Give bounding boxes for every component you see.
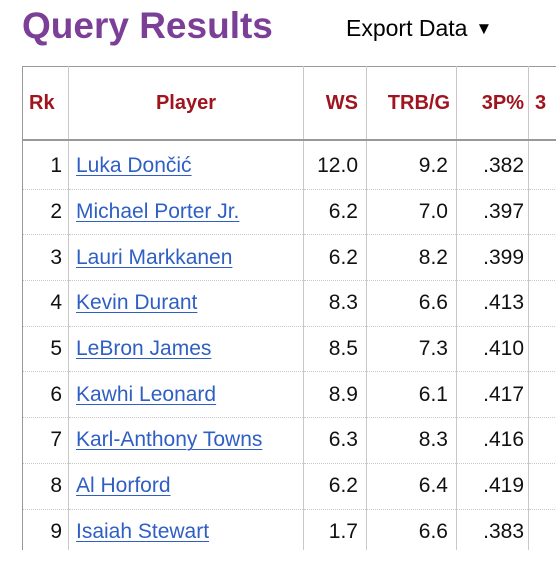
truncated-cell	[528, 326, 556, 373]
trb-cell: 6.1	[366, 371, 457, 419]
table-row: 8 Al Horford 6.2 6.4 .419	[22, 463, 556, 510]
truncated-cell	[528, 509, 556, 550]
table-header-row: Rk Player WS TRB/G 3P% 3	[22, 66, 556, 141]
column-header-3p-pct[interactable]: 3P%	[456, 66, 529, 141]
page-header: Query Results Export Data ▼	[22, 0, 556, 60]
table-row: 9 Isaiah Stewart 1.7 6.6 .383	[22, 509, 556, 550]
player-cell: Karl-Anthony Towns	[68, 417, 304, 464]
rank-cell: 9	[22, 509, 69, 550]
player-link[interactable]: Michael Porter Jr.	[76, 200, 240, 224]
trb-cell: 7.0	[366, 189, 457, 236]
3p-pct-cell: .416	[456, 417, 529, 464]
trb-cell: 6.4	[366, 463, 457, 510]
truncated-cell	[528, 140, 556, 190]
rank-cell: 5	[22, 326, 69, 373]
ws-cell: 6.2	[303, 234, 367, 282]
column-header-3-truncated[interactable]: 3	[528, 66, 556, 141]
rank-cell: 6	[22, 371, 69, 419]
rank-cell: 8	[22, 463, 69, 510]
truncated-cell	[528, 280, 556, 327]
ws-cell: 8.3	[303, 280, 367, 327]
trb-cell: 6.6	[366, 509, 457, 550]
ws-cell: 8.5	[303, 326, 367, 373]
3p-pct-cell: .419	[456, 463, 529, 510]
truncated-cell	[528, 371, 556, 419]
caret-down-icon: ▼	[475, 19, 493, 38]
table-row: 6 Kawhi Leonard 8.9 6.1 .417	[22, 371, 556, 419]
table-row: 7 Karl-Anthony Towns 6.3 8.3 .416	[22, 417, 556, 464]
player-cell: Al Horford	[68, 463, 304, 510]
player-link[interactable]: LeBron James	[76, 337, 212, 361]
truncated-cell	[528, 417, 556, 464]
rank-cell: 1	[22, 140, 69, 190]
player-link[interactable]: Lauri Markkanen	[76, 245, 233, 269]
3p-pct-cell: .399	[456, 234, 529, 282]
column-header-player[interactable]: Player	[68, 66, 304, 141]
results-table: Rk Player WS TRB/G 3P% 3 1 Luka Dončić 1…	[22, 66, 556, 550]
truncated-cell	[528, 234, 556, 282]
ws-cell: 8.9	[303, 371, 367, 419]
player-cell: Luka Dončić	[68, 140, 304, 190]
player-link[interactable]: Karl-Anthony Towns	[76, 428, 263, 452]
trb-cell: 9.2	[366, 140, 457, 190]
table-body: 1 Luka Dončić 12.0 9.2 .382 2 Michael Po…	[22, 140, 556, 550]
player-cell: Lauri Markkanen	[68, 234, 304, 282]
export-data-dropdown[interactable]: Export Data ▼	[346, 14, 492, 43]
column-header-trb-per-game[interactable]: TRB/G	[366, 66, 457, 141]
player-link[interactable]: Kevin Durant	[76, 291, 198, 315]
trb-cell: 8.2	[366, 234, 457, 282]
table-row: 2 Michael Porter Jr. 6.2 7.0 .397	[22, 189, 556, 236]
ws-cell: 1.7	[303, 509, 367, 550]
trb-cell: 7.3	[366, 326, 457, 373]
table-row: 4 Kevin Durant 8.3 6.6 .413	[22, 280, 556, 327]
player-cell: LeBron James	[68, 326, 304, 373]
ws-cell: 6.2	[303, 463, 367, 510]
trb-cell: 8.3	[366, 417, 457, 464]
player-link[interactable]: Isaiah Stewart	[76, 519, 210, 543]
trb-cell: 6.6	[366, 280, 457, 327]
page-title: Query Results	[22, 5, 273, 46]
3p-pct-cell: .413	[456, 280, 529, 327]
truncated-cell	[528, 463, 556, 510]
player-link[interactable]: Al Horford	[76, 474, 171, 498]
ws-cell: 12.0	[303, 140, 367, 190]
rank-cell: 4	[22, 280, 69, 327]
player-cell: Kevin Durant	[68, 280, 304, 327]
rank-cell: 2	[22, 189, 69, 236]
column-header-rk[interactable]: Rk	[22, 66, 69, 141]
truncated-cell	[528, 189, 556, 236]
rank-cell: 7	[22, 417, 69, 464]
ws-cell: 6.2	[303, 189, 367, 236]
export-data-label: Export Data	[346, 15, 468, 41]
results-table-container[interactable]: Rk Player WS TRB/G 3P% 3 1 Luka Dončić 1…	[22, 66, 556, 550]
3p-pct-cell: .383	[456, 509, 529, 550]
3p-pct-cell: .397	[456, 189, 529, 236]
column-header-ws[interactable]: WS	[303, 66, 367, 141]
3p-pct-cell: .417	[456, 371, 529, 419]
player-cell: Isaiah Stewart	[68, 509, 304, 550]
table-row: 1 Luka Dončić 12.0 9.2 .382	[22, 140, 556, 190]
3p-pct-cell: .382	[456, 140, 529, 190]
player-cell: Michael Porter Jr.	[68, 189, 304, 236]
rank-cell: 3	[22, 234, 69, 282]
player-link[interactable]: Luka Dončić	[76, 154, 192, 178]
table-row: 5 LeBron James 8.5 7.3 .410	[22, 326, 556, 373]
3p-pct-cell: .410	[456, 326, 529, 373]
player-link[interactable]: Kawhi Leonard	[76, 382, 217, 406]
table-row: 3 Lauri Markkanen 6.2 8.2 .399	[22, 234, 556, 282]
player-cell: Kawhi Leonard	[68, 371, 304, 419]
ws-cell: 6.3	[303, 417, 367, 464]
